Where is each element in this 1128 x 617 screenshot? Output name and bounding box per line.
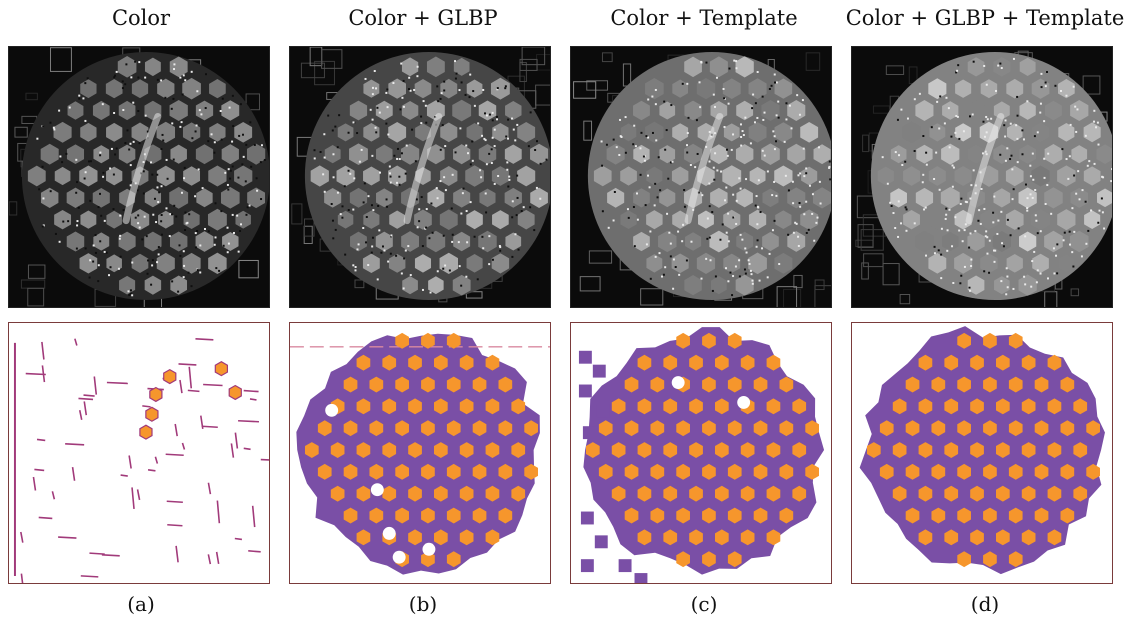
column-title-a: Color [111,6,171,30]
subfigure-label-d: (d) [970,592,1000,616]
segmentation-b [289,322,551,584]
segmentation-b-image [290,332,550,575]
segmentation-a [8,322,270,584]
response-map-a-image [9,47,269,307]
response-map-a [8,46,270,308]
response-map-b [289,46,551,308]
segmentation-d [851,322,1113,584]
subfigure-label-b: (b) [408,592,438,616]
response-map-c-image [571,47,831,307]
subfigure-label-a: (a) [127,592,155,616]
response-map-d [851,46,1113,308]
subfigure-label-c: (c) [690,592,718,616]
segmentation-d-image [859,326,1105,575]
column-title-c: Color + Template [610,6,798,30]
segmentation-c [570,322,832,584]
response-map-c [570,46,832,308]
column-title-d: Color + GLBP + Template [845,6,1125,30]
response-map-d-image [852,47,1112,307]
response-map-b-image [290,47,550,307]
segmentation-c-image [578,327,825,583]
column-title-b: Color + GLBP [348,6,498,30]
segmentation-a-image [13,338,269,583]
